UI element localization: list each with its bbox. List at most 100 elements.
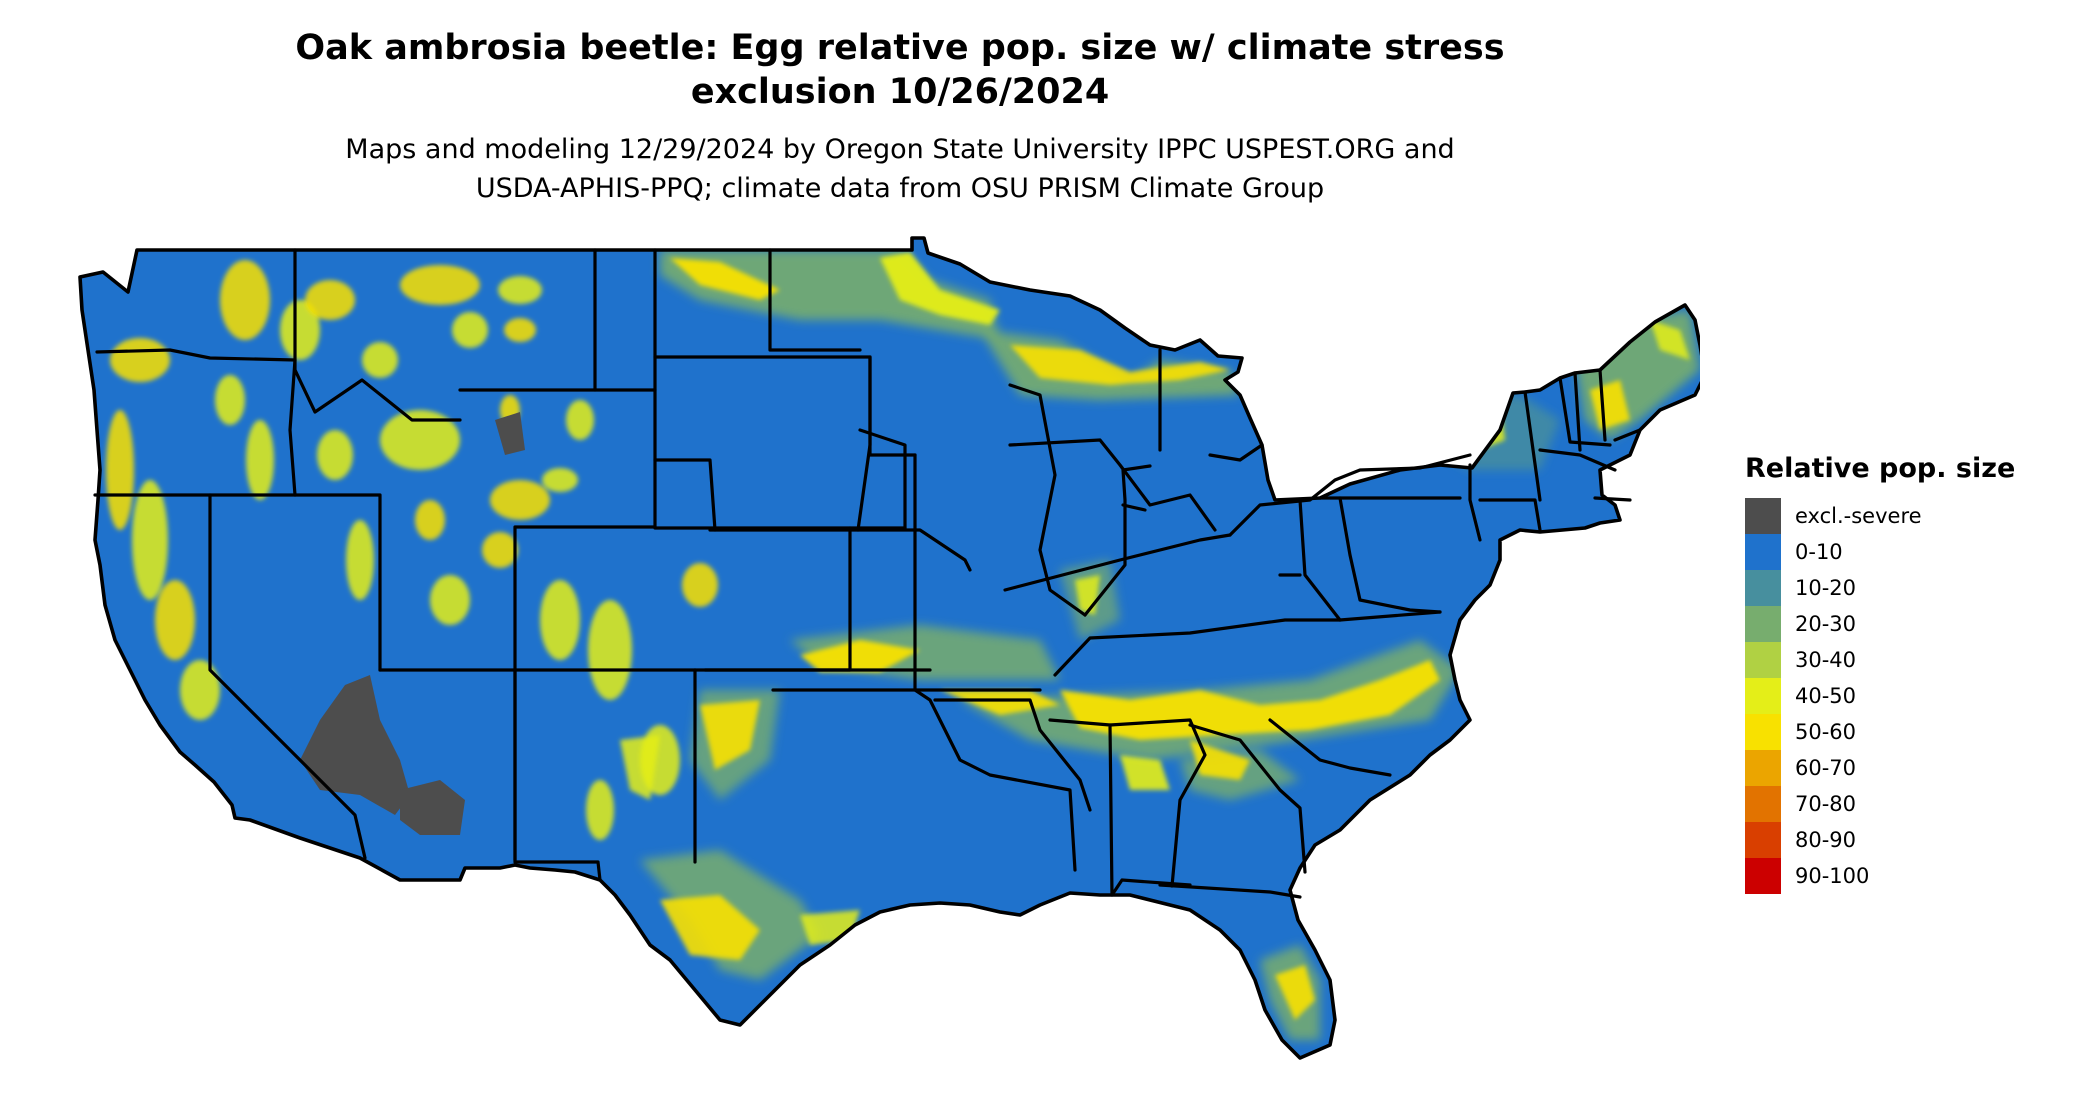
state-border: [1108, 718, 1207, 888]
map-subtitle-line-1: Maps and modeling 12/29/2024 by Oregon S…: [345, 134, 1455, 165]
suitability-zone: [482, 532, 518, 568]
suitability-zone: [1275, 965, 1315, 1020]
suitability-zone: [1010, 345, 1230, 385]
state-border: [1478, 498, 1542, 532]
state-border: [1613, 428, 1642, 442]
suitability-zone: [1590, 380, 1630, 430]
legend-item: excl.-severe: [1745, 498, 2075, 534]
legend-rows: excl.-severe 0-10 10-20 20-30 30-40 40-50 50-6…: [1745, 498, 2075, 894]
suitability-zone: [362, 342, 398, 378]
suitability-zone: [566, 400, 594, 440]
suitability-zone: [640, 725, 680, 795]
legend-swatch: [1745, 822, 1781, 858]
legend-swatch: [1745, 606, 1781, 642]
suitability-zone: [504, 318, 536, 342]
map-title-line-2: exclusion 10/26/2024: [690, 72, 1110, 112]
legend-item: 90-100: [1745, 858, 2075, 894]
legend-title: Relative pop. size: [1745, 453, 2016, 484]
suitability-zone: [1060, 660, 1440, 740]
state-border: [1083, 464, 1152, 617]
suitability-zone: [132, 480, 168, 600]
legend-label: 90-100: [1795, 864, 1870, 888]
legend-swatch: [1745, 570, 1781, 606]
suitability-zone: [155, 580, 195, 660]
suitability-zone: [317, 430, 353, 480]
state-border: [1208, 443, 1264, 462]
suitability-zone: [280, 300, 320, 360]
legend-swatch: [1745, 498, 1781, 534]
map-subtitle-line-2: USDA-APHIS-PPQ; climate data from OSU PR…: [475, 173, 1325, 204]
legend: Relative pop. size excl.-severe 0-10 10-20…: [1745, 452, 2075, 894]
suitability-zone: [346, 520, 374, 600]
legend-label: 50-60: [1795, 720, 1857, 744]
state-border: [1523, 390, 1542, 502]
legend-item: 70-80: [1745, 786, 2075, 822]
legend-label: 10-20: [1795, 576, 1857, 600]
legend-item: 30-40: [1745, 642, 2075, 678]
suitability-zone: [588, 600, 632, 700]
state-border: [933, 698, 1092, 812]
legend-label: excl.-severe: [1795, 504, 1922, 528]
state-border: [208, 493, 367, 860]
state-border: [1573, 371, 1582, 452]
state-border: [768, 248, 862, 352]
suitability-zone: [220, 260, 270, 340]
us-map: [78, 236, 1700, 1060]
suitability-zone: [110, 338, 170, 382]
suitability-zone: [246, 420, 274, 500]
legend-swatch: [1745, 678, 1781, 714]
us-outline: [78, 236, 1700, 1060]
state-border: [1298, 498, 1342, 622]
state-border: [95, 348, 297, 497]
suitability-zone: [215, 375, 245, 425]
suitability-zone: [940, 690, 1060, 715]
suitability-zone: [660, 895, 760, 960]
state-border: [1593, 496, 1632, 502]
state-border: [708, 528, 972, 572]
suitability-zone: [430, 575, 470, 625]
suitability-zone: [682, 563, 718, 607]
state-border: [653, 458, 717, 532]
legend-swatch: [1745, 714, 1781, 750]
suitability-zone: [700, 700, 760, 770]
state-border: [1558, 376, 1612, 447]
state-border: [858, 428, 907, 530]
legend-label: 80-90: [1795, 828, 1857, 852]
suitability-zone: [586, 780, 614, 840]
legend-label: 60-70: [1795, 756, 1857, 780]
suitability-zone: [1190, 740, 1250, 780]
suitability-zone: [1120, 755, 1170, 790]
state-border: [1538, 448, 1617, 472]
legend-item: 20-30: [1745, 606, 2075, 642]
suitability-zone: [305, 280, 355, 320]
legend-swatch: [1745, 642, 1781, 678]
suitability-zone: [1650, 320, 1690, 360]
state-border: [1003, 533, 1232, 592]
state-border: [1110, 878, 1192, 897]
legend-swatch: [1745, 858, 1781, 894]
suitability-zone: [106, 410, 134, 530]
suitability-zone: [540, 580, 580, 660]
suitability-zone: [415, 500, 445, 540]
legend-swatch: [1745, 750, 1781, 786]
state-border: [1008, 383, 1087, 617]
legend-item: 60-70: [1745, 750, 2075, 786]
legend-item: 40-50: [1745, 678, 2075, 714]
suitability-zone: [180, 660, 220, 720]
legend-label: 40-50: [1795, 684, 1857, 708]
state-border: [293, 248, 462, 422]
state-border: [293, 493, 382, 672]
legend-item: 80-90: [1745, 822, 2075, 858]
suitability-zone: [670, 258, 780, 300]
legend-label: 30-40: [1795, 648, 1857, 672]
suitability-zone: [880, 252, 1000, 325]
suitability-zone: [800, 640, 920, 672]
state-border: [913, 453, 1077, 872]
state-border: [1268, 718, 1392, 777]
suitability-zone: [498, 276, 542, 304]
legend-item: 10-20: [1745, 570, 2075, 606]
suitability-zone: [495, 412, 525, 455]
state-border: [513, 668, 602, 882]
state-border: [868, 355, 917, 457]
legend-item: 50-60: [1745, 714, 2075, 750]
